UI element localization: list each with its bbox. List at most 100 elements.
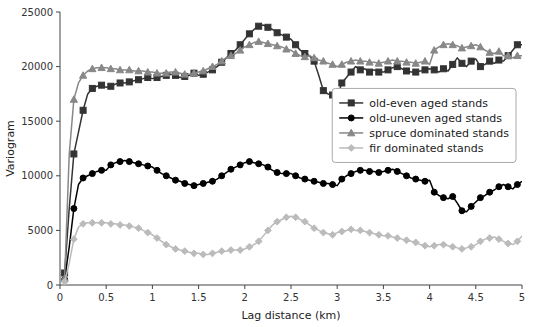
- series-marker: [505, 184, 511, 190]
- series-marker: [99, 82, 105, 88]
- x-tick-label: 1.5: [191, 292, 207, 303]
- series: [61, 38, 522, 281]
- series-marker: [108, 83, 114, 89]
- x-tick-label: 0.5: [98, 292, 114, 303]
- series-marker: [458, 44, 465, 50]
- series-marker: [412, 60, 419, 66]
- series-marker: [357, 67, 363, 73]
- series-marker: [283, 171, 289, 177]
- series-marker: [514, 42, 520, 48]
- series-marker: [338, 228, 345, 235]
- series-marker: [227, 52, 234, 58]
- series-marker: [339, 80, 345, 86]
- series-marker: [218, 248, 225, 255]
- series-marker: [375, 231, 382, 238]
- series-marker: [459, 208, 465, 214]
- x-tick: [475, 285, 476, 289]
- series-marker: [431, 242, 438, 249]
- series-marker: [311, 178, 317, 184]
- series-marker: [246, 159, 252, 165]
- series-marker: [116, 66, 123, 72]
- y-tick-label: 20000: [21, 61, 53, 72]
- x-tick-label: 0: [57, 292, 63, 303]
- series-marker: [302, 176, 308, 182]
- series-line: [65, 216, 522, 282]
- series-marker: [209, 250, 216, 257]
- series-marker: [394, 58, 401, 64]
- x-tick: [60, 285, 61, 289]
- series-marker: [274, 30, 280, 36]
- series-marker: [440, 66, 446, 72]
- series-marker: [80, 220, 87, 227]
- series-line: [65, 25, 522, 273]
- series-marker: [61, 278, 68, 285]
- series-marker: [182, 180, 188, 186]
- series-marker: [274, 170, 280, 176]
- axes: 00.511.522.533.544.550500010000150002000…: [21, 7, 525, 304]
- series-marker: [89, 65, 96, 71]
- series-marker: [107, 65, 114, 71]
- series-marker: [450, 194, 456, 200]
- series-marker: [228, 166, 234, 172]
- series-marker: [181, 248, 188, 255]
- series-marker: [403, 59, 410, 65]
- series-marker: [347, 58, 354, 64]
- x-tick: [106, 285, 107, 289]
- y-tick-label: 10000: [21, 170, 53, 181]
- series-marker: [71, 206, 77, 212]
- series-marker: [117, 80, 123, 86]
- series-marker: [126, 223, 133, 230]
- series-marker: [200, 251, 207, 258]
- legend-box: [332, 88, 516, 162]
- series-marker: [107, 220, 114, 227]
- series-marker: [320, 180, 326, 186]
- x-tick-label: 5: [519, 292, 525, 303]
- y-tick-label: 5000: [28, 225, 53, 236]
- series-marker: [293, 173, 299, 179]
- series-marker: [385, 232, 392, 239]
- series-marker: [117, 159, 123, 165]
- series-marker: [246, 41, 253, 47]
- series-marker: [154, 235, 161, 242]
- series-marker: [191, 183, 197, 189]
- series-marker: [209, 178, 215, 184]
- y-tick-label: 0: [47, 280, 53, 291]
- series-marker: [292, 214, 299, 221]
- series-marker: [320, 229, 327, 236]
- series-marker: [449, 41, 456, 47]
- series-marker: [431, 189, 437, 195]
- series-marker: [256, 23, 262, 29]
- legend-marker: [348, 100, 354, 106]
- series-marker: [126, 66, 133, 72]
- legend-marker: [348, 115, 354, 121]
- series-marker: [449, 243, 456, 250]
- series-marker: [274, 218, 281, 225]
- series-marker: [394, 168, 400, 174]
- series-marker: [98, 219, 105, 226]
- series-marker: [163, 241, 170, 248]
- series-marker: [404, 173, 410, 179]
- series-marker: [468, 42, 475, 48]
- series-marker: [98, 64, 105, 70]
- plot-area: [61, 23, 522, 285]
- series-marker: [431, 47, 438, 53]
- series-marker: [413, 176, 419, 182]
- x-tick: [383, 285, 384, 289]
- series-marker: [477, 43, 484, 49]
- series-marker: [80, 175, 86, 181]
- series-marker: [404, 68, 410, 74]
- series-marker: [237, 162, 243, 168]
- series-marker: [375, 60, 382, 66]
- series-marker: [283, 46, 290, 52]
- series-line: [65, 41, 522, 278]
- series-marker: [89, 219, 96, 226]
- y-axis-label: Variogram: [4, 120, 17, 177]
- x-tick: [291, 285, 292, 289]
- series-marker: [422, 178, 428, 184]
- series-marker: [367, 168, 373, 174]
- series-marker: [477, 238, 484, 245]
- series-marker: [496, 236, 503, 243]
- series-marker: [468, 243, 475, 250]
- series-marker: [126, 159, 132, 165]
- series: [62, 23, 522, 276]
